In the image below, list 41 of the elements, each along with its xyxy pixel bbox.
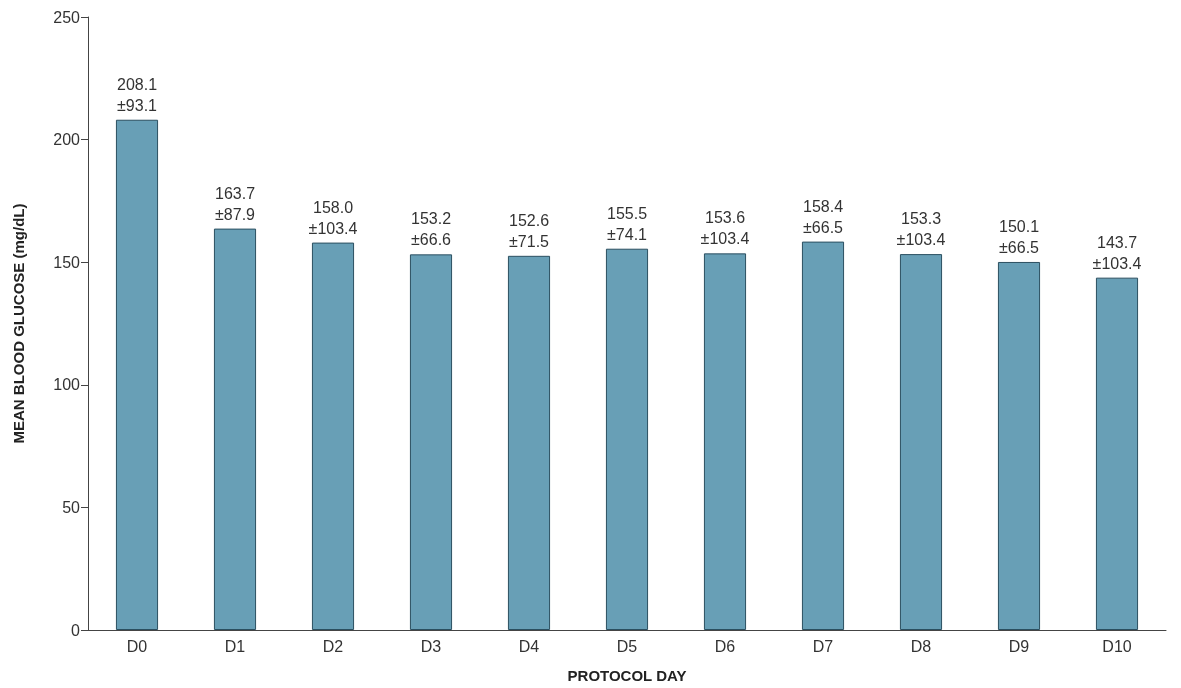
data-label: 153.2 ±66.6 [410,210,452,249]
data-label: 152.6 ±71.5 [508,211,550,250]
bar [605,248,649,630]
x-tick-label: D7 [812,637,834,655]
data-label: 158.4 ±66.5 [802,197,844,236]
data-label: 143.7 ±103.4 [1092,233,1142,272]
y-axis-title: MEAN BLOOD GLUCOSE (mg/dL) [10,203,27,444]
bar [507,255,551,630]
bar [899,254,943,630]
bar [213,228,257,630]
data-label: 153.3 ±103.4 [896,210,946,249]
y-tick-label: 150 [53,253,81,271]
bar [115,119,159,630]
data-label: 208.1 ±93.1 [116,75,158,114]
y-tick-label: 50 [62,498,81,516]
data-label: 158.0 ±103.4 [308,198,358,237]
x-tick-label: D8 [910,637,932,655]
bar [1095,277,1139,630]
x-tick-label: D5 [616,637,638,655]
bar [997,261,1041,630]
x-tick-label: D0 [126,637,148,655]
bar [801,241,845,630]
y-tick-label: 100 [53,376,81,394]
x-tick-label: D4 [518,637,540,655]
data-label: 153.6 ±103.4 [700,209,750,248]
x-tick-label: D9 [1008,637,1030,655]
x-tick-label: D1 [224,637,246,655]
bar [409,254,453,630]
x-axis-title: PROTOCOL DAY [567,667,687,684]
data-label: 163.7 ±87.9 [214,184,256,223]
data-label: 155.5 ±74.1 [606,204,648,243]
bar [311,242,355,630]
x-tick-label: D3 [420,637,442,655]
bar [703,253,747,630]
x-tick-label: D2 [322,637,344,655]
data-label: 150.1 ±66.5 [998,217,1040,256]
y-tick-label: 200 [53,131,81,149]
y-tick-label: 0 [71,621,81,639]
x-tick-label: D6 [714,637,736,655]
x-tick-label: D10 [1102,637,1132,655]
y-tick-label: 250 [53,8,81,26]
